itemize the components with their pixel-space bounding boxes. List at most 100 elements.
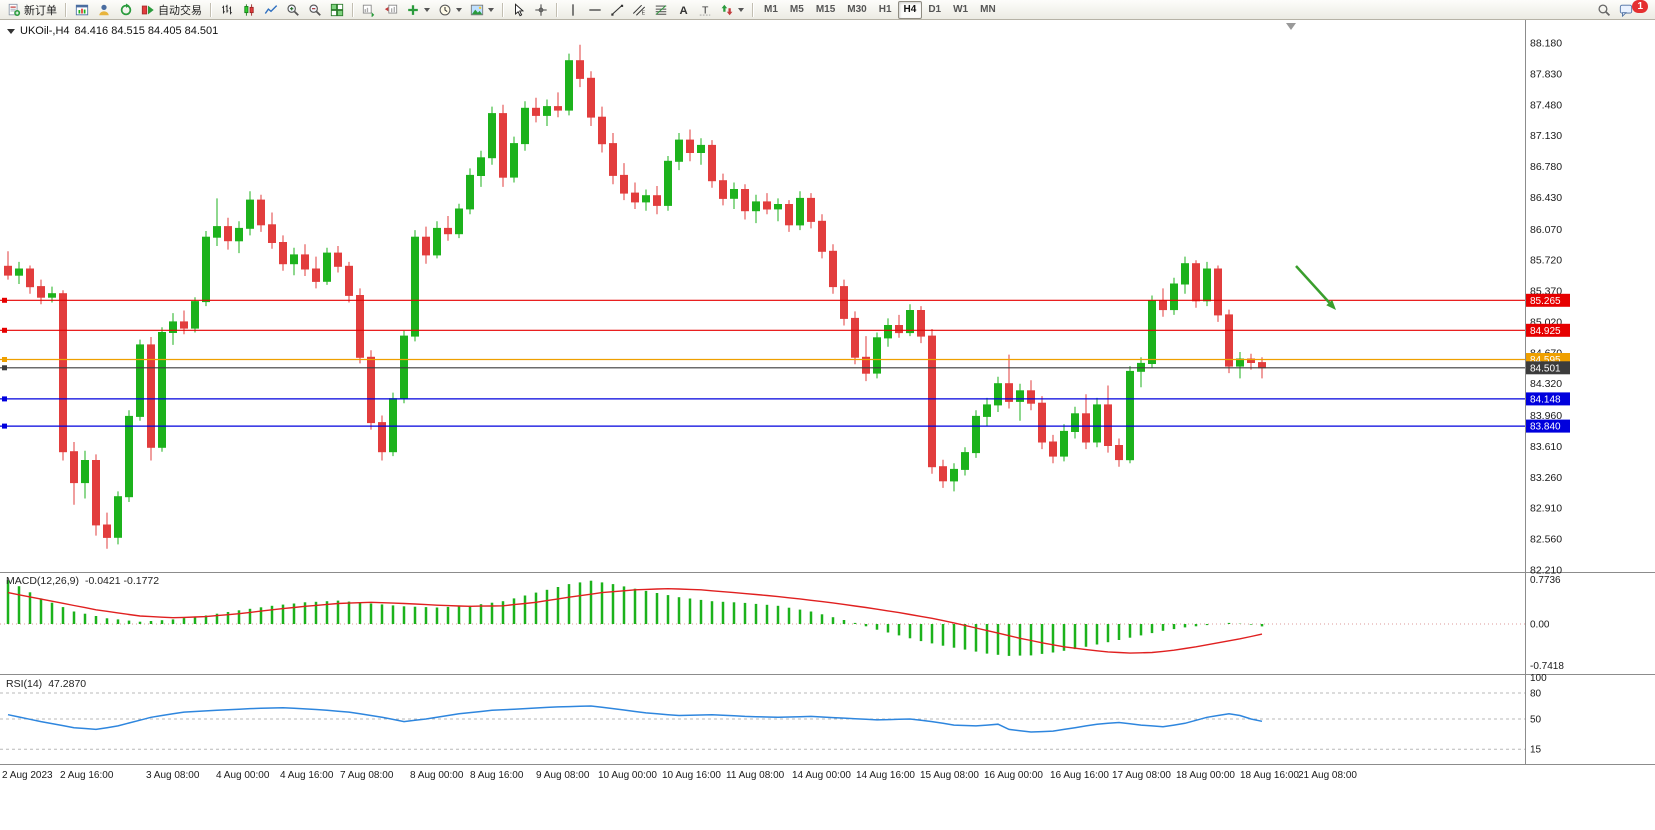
candle	[554, 106, 562, 111]
timeframe-w1-button[interactable]: W1	[953, 3, 969, 15]
candlestick-chart-button[interactable]	[238, 0, 260, 19]
arrows-button[interactable]	[716, 0, 748, 19]
channel-button[interactable]: E	[628, 0, 650, 19]
price-axis-label: 86.070	[1530, 224, 1562, 236]
svg-text:E: E	[642, 10, 646, 16]
play-icon	[141, 3, 155, 17]
candle	[92, 460, 100, 526]
rsi-axis-label: 100	[1530, 673, 1547, 684]
candle	[873, 337, 881, 374]
timeframe-h4-button[interactable]: H4	[897, 0, 923, 19]
timeframe-m30-button[interactable]: M30	[847, 3, 867, 15]
candle	[928, 335, 936, 468]
toolbar-separator	[502, 2, 504, 17]
profile-icon	[97, 3, 111, 17]
candle	[499, 113, 507, 178]
profile-button[interactable]	[93, 0, 115, 19]
toolbar-separator	[65, 2, 67, 17]
chart-shift-button[interactable]	[380, 0, 402, 19]
timeframe-d1-button[interactable]: D1	[928, 3, 942, 15]
candle	[1060, 430, 1068, 457]
candle	[1225, 314, 1233, 367]
candle	[213, 226, 221, 238]
dropdown-caret-icon	[424, 7, 430, 12]
toolbar-separator	[352, 2, 354, 17]
hline-handle[interactable]	[2, 423, 7, 429]
candle	[411, 236, 419, 337]
bar-chart-button[interactable]	[216, 0, 238, 19]
zoom-in-button[interactable]	[282, 0, 304, 19]
fibonacci-button[interactable]	[650, 0, 672, 19]
time-axis-label: 10 Aug 00:00	[598, 770, 657, 781]
candle	[1005, 383, 1013, 402]
label-button[interactable]: T	[694, 0, 716, 19]
candle	[1038, 402, 1046, 443]
time-axis-label: 10 Aug 16:00	[662, 770, 721, 781]
toolbar-separator	[752, 2, 754, 17]
candle	[609, 143, 617, 176]
rsi-axis-label: 80	[1530, 689, 1542, 700]
refresh-button[interactable]	[115, 0, 137, 19]
time-axis-label: 8 Aug 16:00	[470, 770, 524, 781]
auto-trading-button[interactable]: 自动交易	[137, 0, 206, 19]
time-axis-label: 18 Aug 00:00	[1176, 770, 1235, 781]
candle	[895, 325, 903, 334]
time-axis-label: 16 Aug 00:00	[984, 770, 1043, 781]
candle	[1192, 263, 1200, 302]
candle	[587, 77, 595, 118]
line-chart-button[interactable]	[260, 0, 282, 19]
horizontal-line-button[interactable]	[584, 0, 606, 19]
tile-windows-button[interactable]	[326, 0, 348, 19]
timeframe-m15-button[interactable]: M15	[815, 3, 836, 15]
periods-button[interactable]	[434, 0, 466, 19]
crosshair-button[interactable]	[530, 0, 552, 19]
chart-menu-icon[interactable]	[7, 28, 15, 34]
hline-handle[interactable]	[2, 357, 7, 362]
candle	[191, 301, 199, 329]
trendline-button[interactable]	[606, 0, 628, 19]
hline-handle[interactable]	[2, 327, 7, 333]
charts-window-button[interactable]	[71, 0, 93, 19]
refresh-icon	[119, 2, 133, 17]
notifications-button[interactable]: 1	[1615, 0, 1652, 19]
zoom-out-icon	[308, 3, 322, 17]
text-button[interactable]: A	[672, 0, 694, 19]
time-axis-label: 2 Aug 2023	[2, 770, 53, 781]
search-button[interactable]	[1593, 0, 1615, 19]
macd-name: MACD(12,26,9)	[6, 575, 79, 587]
candle	[180, 321, 188, 329]
candle	[829, 250, 837, 288]
zoom-out-button[interactable]	[304, 0, 326, 19]
candle	[1115, 445, 1123, 461]
candle	[15, 268, 23, 276]
price-axis-label: 83.610	[1530, 441, 1562, 453]
auto-scroll-button[interactable]	[358, 0, 380, 19]
candle	[686, 139, 694, 154]
candle	[543, 106, 551, 116]
hline-handle[interactable]	[2, 396, 7, 402]
hline-handle[interactable]	[2, 365, 7, 371]
trend-arrow-annotation[interactable]	[1295, 265, 1336, 310]
templates-button[interactable]	[466, 0, 498, 19]
hline-handle[interactable]	[2, 297, 7, 303]
vertical-line-button[interactable]	[562, 0, 584, 19]
timeframe-h1-button[interactable]: H1	[878, 3, 892, 15]
timeframe-m5-button[interactable]: M5	[789, 3, 804, 15]
time-axis-label: 18 Aug 16:00	[1240, 770, 1299, 781]
chart-shift-marker-icon[interactable]	[1286, 23, 1296, 30]
indicators-button[interactable]	[402, 0, 434, 19]
candle	[477, 157, 485, 177]
cursor-button[interactable]	[508, 0, 530, 19]
candle	[114, 496, 122, 538]
timeframe-m1-button[interactable]: M1	[764, 3, 778, 15]
auto-scroll-icon	[362, 3, 376, 17]
candle	[884, 325, 892, 339]
candle	[433, 227, 441, 256]
hline-icon	[588, 3, 602, 17]
timeframe-mn-button[interactable]: MN	[980, 3, 996, 15]
price-axis-label: 86.430	[1530, 192, 1562, 204]
candle	[972, 415, 980, 454]
new-order-button[interactable]: 新订单	[3, 0, 61, 19]
